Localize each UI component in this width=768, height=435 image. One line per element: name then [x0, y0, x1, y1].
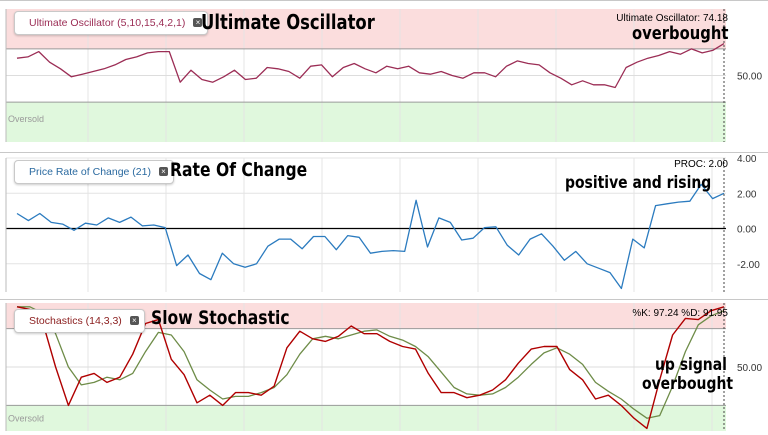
stochastics-readout: %K: 97.24 %D: 91.95: [632, 308, 728, 319]
y-tick-label: 50.00: [737, 363, 762, 374]
ultimate-oscillator-tag-label: Ultimate Oscillator (5,10,15,4,2,1): [29, 17, 186, 29]
stochastic-d-line: [17, 306, 725, 419]
stochastics-tag[interactable]: Stochastics (14,3,3) ×: [14, 309, 145, 333]
stochastics-tag-label: Stochastics (14,3,3): [29, 315, 122, 327]
oversold-zone: [6, 102, 726, 142]
y-tick-label: 4.00: [737, 154, 757, 165]
proc-readout: PROC: 2.00: [674, 159, 728, 170]
y-tick-label: 2.00: [737, 189, 757, 200]
y-tick-label: -2.00: [737, 260, 760, 271]
price-rate-of-change-tag[interactable]: Price Rate of Change (21) ×: [14, 160, 174, 184]
oversold-zone: [6, 405, 726, 431]
ultimate-oscillator-panel: 50.00 Oversold Ultimate Oscillator (5,10,…: [0, 0, 768, 151]
slow-stochastic-title: Slow Stochastic: [151, 307, 290, 329]
y-tick-label: 50.00: [737, 72, 762, 83]
up-signal-annotation: up signal: [655, 355, 727, 375]
price-rate-of-change-panel: 4.00 2.00 0.00 -2.00 Price Rate of Change (…: [0, 152, 768, 298]
ultimate-oscillator-tag[interactable]: Ultimate Oscillator (5,10,15,4,2,1) ×: [14, 11, 209, 35]
price-rate-of-change-tag-label: Price Rate of Change (21): [29, 166, 151, 178]
stochastic-k-line: [16, 306, 725, 430]
rate-of-change-title: Rate Of Change: [170, 159, 308, 181]
price-rate-of-change-line: [16, 183, 725, 290]
ultimate-oscillator-line: [16, 43, 725, 89]
ultimate-oscillator-title: Ultimate Oscillator: [201, 10, 375, 34]
close-icon[interactable]: ×: [129, 316, 139, 325]
stochastics-panel: 50.00 Oversold Stochastics (14,3,3) × Slo…: [0, 299, 768, 435]
overbought-annotation: overbought: [632, 23, 729, 44]
stochastic-overbought-annotation: overbought: [642, 374, 734, 394]
ultimate-oscillator-chart: 50.00 Oversold: [5, 9, 762, 142]
close-icon[interactable]: ×: [158, 167, 168, 176]
ultimate-oscillator-readout: Ultimate Oscillator: 74.18: [616, 13, 728, 24]
positive-and-rising-annotation: positive and rising: [565, 173, 712, 193]
oversold-label: Oversold: [8, 413, 44, 423]
oversold-label: Oversold: [8, 114, 44, 124]
close-icon[interactable]: ×: [193, 18, 203, 27]
y-tick-label: 0.00: [737, 225, 757, 236]
